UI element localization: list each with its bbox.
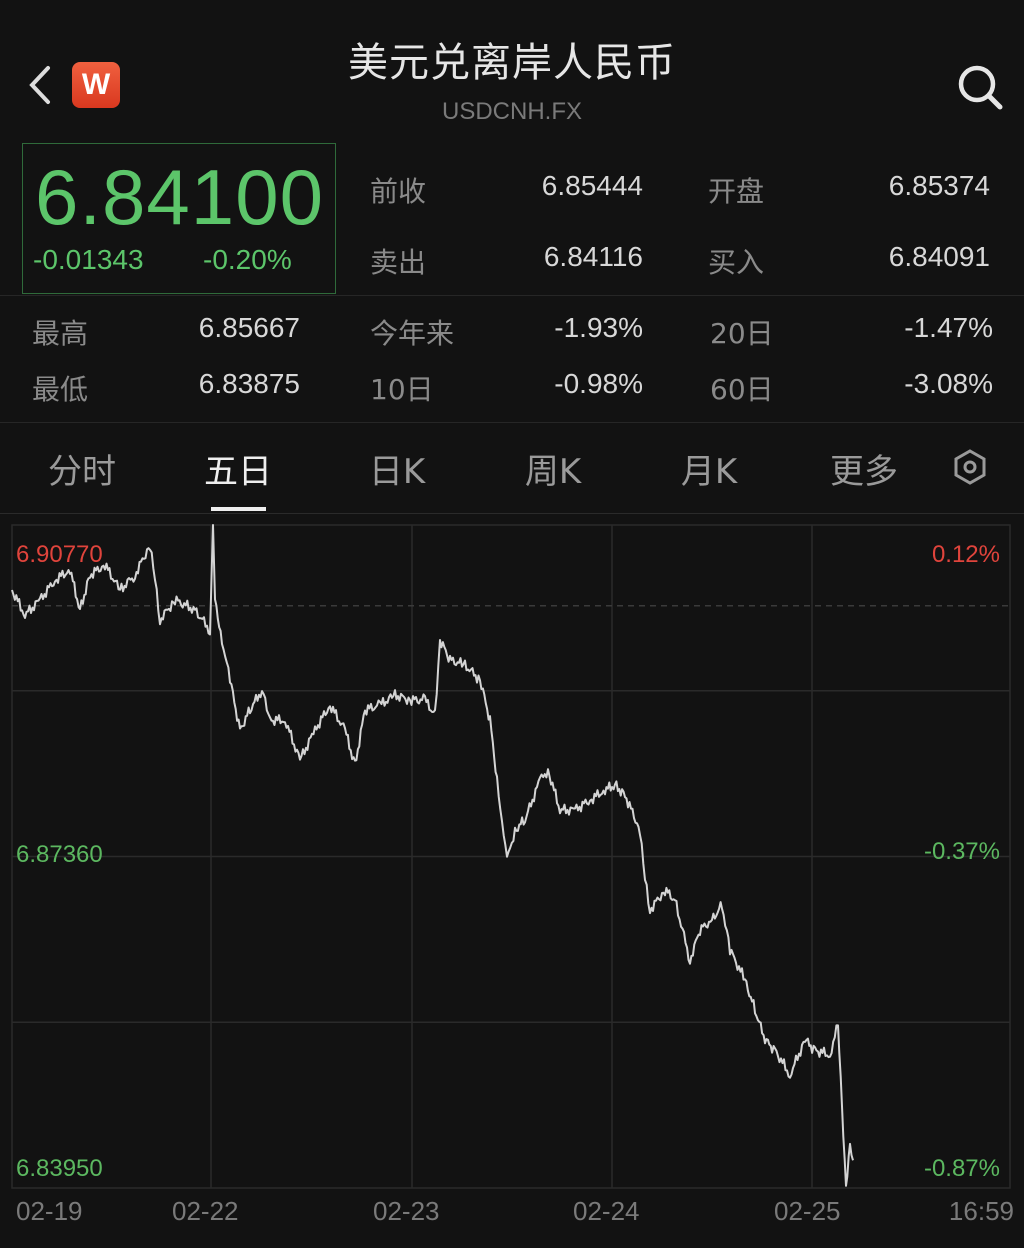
stat-label: 卖出	[370, 246, 427, 279]
y-tick-right: -0.37%	[923, 838, 1000, 865]
page-title: 美元兑离岸人民币	[348, 40, 676, 86]
divider	[0, 513, 1024, 514]
stat-value: -1.93%	[554, 312, 643, 343]
symbol-code: USDCNH.FX	[441, 98, 582, 125]
hexagon-settings-icon[interactable]	[950, 447, 990, 487]
y-tick-right: -0.87%	[923, 1155, 1000, 1182]
price-box: 6.84100 -0.01343 -0.20%	[22, 143, 336, 294]
tab-five-day[interactable]: 五日	[204, 452, 272, 492]
five-day-chart[interactable]	[0, 514, 1024, 1248]
stat-label: 10日	[370, 373, 434, 406]
y-tick-left: 6.90770	[16, 541, 103, 568]
stat-label: 开盘	[708, 175, 765, 208]
x-tick: 02-22	[172, 1196, 239, 1226]
stat-label: 20日	[710, 317, 774, 350]
stat-value: -0.98%	[554, 368, 643, 399]
stat-label: 今年来	[370, 317, 455, 350]
stat-label: 买入	[708, 246, 765, 279]
stat-label: 60日	[710, 373, 774, 406]
stat-value: -1.47%	[904, 312, 993, 343]
x-tick: 02-23	[373, 1196, 440, 1226]
current-price: 6.84100	[35, 153, 324, 241]
divider	[0, 295, 1024, 296]
stat-label: 前收	[370, 175, 427, 208]
price-line	[11, 524, 854, 1187]
stat-value: 6.85444	[541, 170, 643, 201]
x-end-label: 16:59	[948, 1196, 1014, 1226]
price-change: -0.01343	[33, 244, 144, 275]
stat-label: 最低	[32, 373, 89, 406]
x-tick: 02-25	[774, 1196, 841, 1226]
tab-more[interactable]: 更多	[830, 452, 898, 492]
stat-value: 6.84091	[888, 241, 990, 272]
stat-label: 最高	[32, 317, 89, 350]
y-tick-right: 0.12%	[931, 541, 1000, 568]
tab-intraday[interactable]: 分时	[48, 452, 116, 492]
tab-monthly-k[interactable]: 月K	[680, 452, 738, 492]
tab-weekly-k[interactable]: 周K	[524, 452, 582, 492]
divider	[0, 422, 1024, 423]
y-tick-left: 6.87360	[16, 841, 103, 868]
stat-value: 6.84116	[543, 241, 643, 272]
tab-daily-k[interactable]: 日K	[368, 452, 426, 492]
x-tick: 02-19	[16, 1196, 83, 1226]
chevron-left-icon[interactable]	[24, 62, 58, 108]
stat-value: -3.08%	[904, 368, 993, 399]
y-tick-left: 6.83950	[16, 1155, 103, 1182]
stat-value: 6.85374	[888, 170, 990, 201]
app-logo[interactable]: W	[72, 62, 120, 108]
x-tick: 02-24	[573, 1196, 640, 1226]
active-tab-indicator	[211, 507, 266, 511]
price-change-pct: -0.20%	[203, 244, 292, 275]
stat-value: 6.83875	[198, 368, 300, 399]
search-icon[interactable]	[955, 62, 1005, 112]
stat-value: 6.85667	[198, 312, 300, 343]
